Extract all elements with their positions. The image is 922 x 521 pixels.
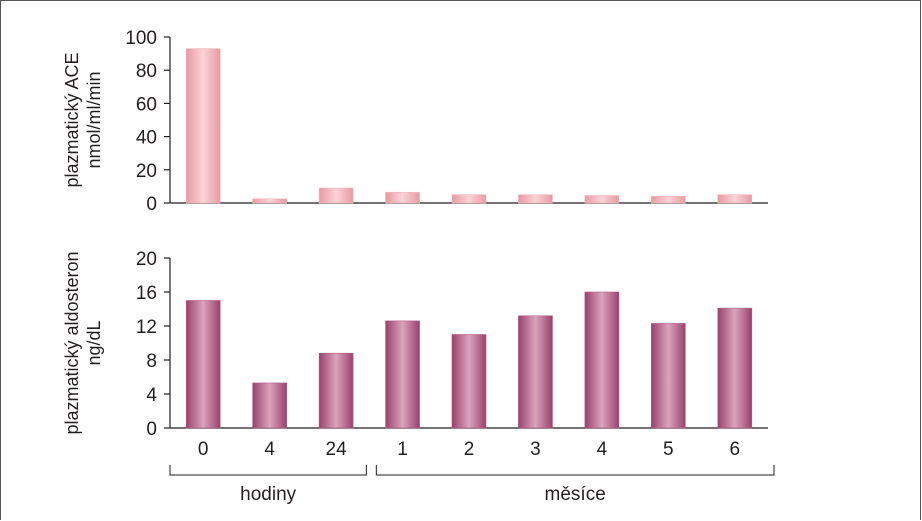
y-axis-title: plazmatický aldosteron ng/dL	[62, 251, 104, 434]
group-label: hodiny	[240, 484, 296, 505]
bar	[252, 382, 287, 429]
y-axis-title-line: plazmatický aldosteron	[62, 251, 82, 434]
y-tick-label: 40	[136, 128, 157, 149]
x-tick-label: 5	[663, 439, 674, 460]
bar	[451, 194, 487, 204]
y-tick-label: 0	[146, 194, 157, 215]
bar	[717, 307, 753, 429]
group-label: měsíce	[545, 484, 606, 505]
bar	[185, 48, 221, 204]
bar	[651, 323, 686, 429]
bar	[318, 352, 354, 429]
bar	[451, 334, 487, 429]
bar	[584, 291, 620, 429]
bar	[385, 320, 420, 429]
x-tick-label: 2	[464, 439, 475, 460]
y-tick-label: 8	[146, 351, 157, 372]
bar	[584, 195, 620, 204]
bar	[518, 315, 553, 429]
y-tick-label: 20	[136, 249, 157, 270]
bar	[518, 194, 553, 204]
x-tick-label: 4	[264, 439, 275, 460]
y-tick-label: 4	[146, 385, 157, 406]
y-axis-title-line: plazmatický ACE	[62, 52, 82, 187]
x-tick-label: 0	[198, 439, 209, 460]
y-tick-label: 12	[136, 317, 157, 338]
x-tick-label: 1	[397, 439, 408, 460]
group-bracket	[375, 465, 775, 476]
bar	[185, 300, 221, 429]
bar	[651, 196, 686, 204]
x-tick-label: 3	[530, 439, 541, 460]
y-axis-title-line: ng/dL	[84, 320, 104, 365]
y-axis-title-line: nmol/ml/min	[84, 71, 104, 168]
bar	[318, 187, 354, 204]
x-tick-label: 6	[729, 439, 740, 460]
y-tick-label: 16	[136, 283, 157, 304]
x-tick-label: 24	[326, 439, 348, 460]
y-tick-label: 60	[136, 94, 157, 115]
bar	[252, 198, 287, 204]
y-tick-label: 80	[136, 61, 157, 82]
y-axis-title: plazmatický ACE nmol/ml/min	[62, 52, 104, 187]
x-tick-label: 4	[597, 439, 608, 460]
bar	[385, 191, 420, 204]
group-bracket	[169, 465, 367, 476]
bar	[717, 194, 753, 204]
y-tick-label: 100	[125, 28, 157, 49]
y-tick-label: 0	[146, 419, 157, 440]
y-tick-label: 20	[136, 161, 157, 182]
